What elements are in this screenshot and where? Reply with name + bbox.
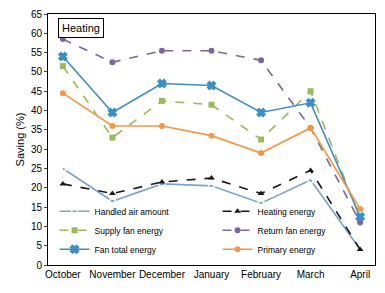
svg-text:25: 25 [31, 163, 43, 174]
svg-text:Primary energy: Primary energy [258, 245, 316, 255]
svg-text:20: 20 [31, 182, 43, 193]
svg-text:November: November [89, 269, 136, 280]
svg-text:April: April [350, 269, 370, 280]
svg-text:Fan total energy: Fan total energy [95, 245, 157, 255]
svg-text:January: January [194, 269, 230, 280]
svg-text:60: 60 [31, 28, 43, 39]
svg-text:40: 40 [31, 105, 43, 116]
svg-text:45: 45 [31, 86, 43, 97]
svg-text:Heating energy: Heating energy [258, 207, 316, 217]
svg-text:March: March [297, 269, 325, 280]
svg-text:10: 10 [31, 221, 43, 232]
svg-text:Return fan energy: Return fan energy [258, 226, 327, 236]
svg-text:Heating: Heating [62, 22, 100, 34]
svg-text:February: February [241, 269, 281, 280]
svg-text:35: 35 [31, 124, 43, 135]
svg-text:5: 5 [36, 240, 42, 251]
svg-text:December: December [139, 269, 186, 280]
svg-text:0: 0 [36, 260, 42, 271]
svg-text:15: 15 [31, 202, 43, 213]
svg-text:50: 50 [31, 66, 43, 77]
svg-text:55: 55 [31, 47, 43, 58]
svg-text:30: 30 [31, 144, 43, 155]
svg-text:Handled air amount: Handled air amount [95, 207, 170, 217]
svg-text:Saving (%): Saving (%) [14, 113, 26, 167]
svg-text:Supply fan energy: Supply fan energy [95, 226, 164, 236]
svg-text:October: October [45, 269, 81, 280]
svg-text:65: 65 [31, 9, 43, 20]
